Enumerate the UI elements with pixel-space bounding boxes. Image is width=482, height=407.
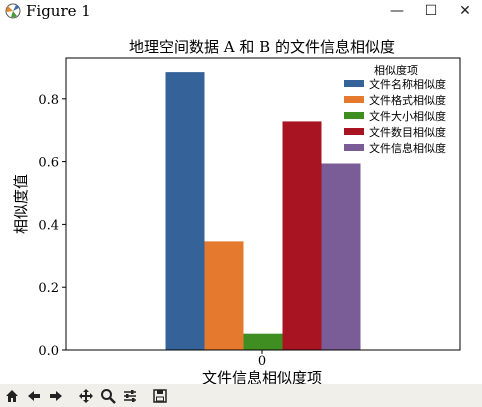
- forward-arrow-icon[interactable]: [46, 386, 66, 406]
- bar-1: [165, 72, 205, 350]
- bar-5: [321, 163, 361, 350]
- y-tick-label: 0.6: [38, 156, 59, 171]
- home-icon[interactable]: [2, 386, 22, 406]
- y-tick-label: 0.2: [38, 281, 59, 296]
- legend-label: 文件格式相似度: [369, 93, 446, 107]
- legend-swatch: [344, 80, 364, 87]
- legend-swatch: [344, 112, 364, 119]
- plot-frame: [65, 57, 461, 351]
- close-button[interactable]: ✕: [459, 3, 471, 19]
- bar-chart: 地理空间数据 A 和 B 的文件信息相似度 0.00.20.40.60.8 0 …: [12, 38, 461, 387]
- y-tick-label: 0.8: [38, 93, 59, 108]
- legend-swatch: [344, 128, 364, 135]
- legend-label: 文件名称相似度: [369, 77, 446, 91]
- back-arrow-icon[interactable]: [24, 386, 44, 406]
- legend-swatch: [344, 96, 364, 103]
- figure-canvas: 地理空间数据 A 和 B 的文件信息相似度 0.0 0.2 0.4 0.6 0.8 0 …: [0, 22, 482, 387]
- x-axis-label: 文件信息相似度项: [202, 369, 322, 384]
- y-axis-label: 相似度值: [12, 174, 30, 234]
- window-title: Figure 1: [26, 2, 91, 20]
- save-icon[interactable]: [150, 386, 170, 406]
- bar-3: [243, 333, 283, 350]
- legend-label: 文件信息相似度: [369, 141, 446, 155]
- matplotlib-icon: [4, 2, 22, 20]
- window-titlebar: Figure 1 — ☐ ✕: [0, 0, 482, 22]
- legend-label: 文件大小相似度: [369, 109, 446, 123]
- minimize-button[interactable]: —: [390, 3, 404, 19]
- bar-2: [204, 241, 244, 350]
- navigation-toolbar: [0, 384, 482, 407]
- legend-label: 文件数目相似度: [369, 125, 446, 139]
- legend-title: 相似度项: [374, 63, 418, 77]
- bar-4: [282, 121, 322, 351]
- zoom-icon[interactable]: [98, 386, 118, 406]
- y-tick-label: 0.4: [38, 218, 59, 233]
- chart-title: 地理空间数据 A 和 B 的文件信息相似度: [129, 38, 395, 56]
- maximize-button[interactable]: ☐: [424, 3, 438, 19]
- y-tick-label: 0.0: [38, 344, 59, 359]
- pan-icon[interactable]: [76, 386, 96, 406]
- legend-swatch: [344, 144, 364, 151]
- configure-subplots-icon[interactable]: [120, 386, 140, 406]
- x-tick-label: 0: [258, 354, 266, 369]
